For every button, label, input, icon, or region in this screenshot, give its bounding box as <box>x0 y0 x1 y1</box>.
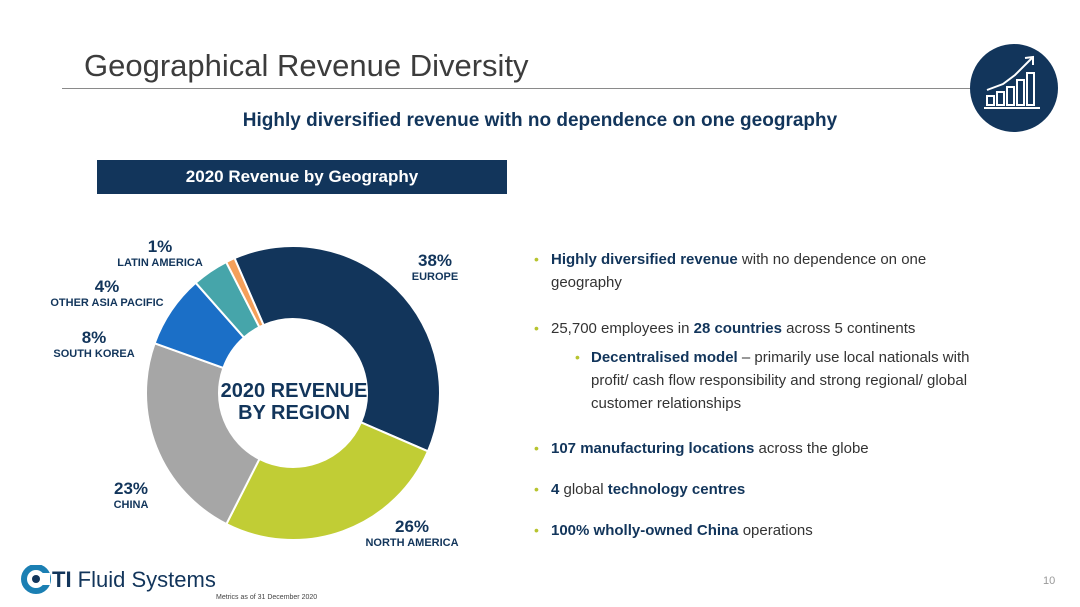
slice-latin-america <box>224 256 265 329</box>
bullet-dot-icon: • <box>575 349 580 365</box>
bullet-text: 4 global technology centres <box>551 481 746 498</box>
bullet-text: 25,700 employees in 28 countries across … <box>551 320 916 337</box>
bullet-text: Highly diversified revenue with no depen… <box>551 251 927 291</box>
slice-value-china: 23% <box>114 479 148 498</box>
company-logo-text: TI Fluid Systems <box>52 567 216 592</box>
slice-name-europe: EUROPE <box>412 271 458 283</box>
bullet-text: Decentralised model – primarily use loca… <box>591 349 970 412</box>
page-title: Geographical Revenue Diversity <box>84 48 529 83</box>
slice-name-other-asia-pacific: OTHER ASIA PACIFIC <box>50 297 163 309</box>
slice-value-europe: 38% <box>418 251 452 270</box>
slice-north-america <box>225 421 430 541</box>
bullet-dot-icon: • <box>534 481 539 497</box>
slice-name-china: CHINA <box>114 499 149 511</box>
center-label-line-2: BY REGION <box>238 402 350 424</box>
slice-europe <box>233 245 441 453</box>
bullet-dot-icon: • <box>534 320 539 336</box>
page-subtitle: Highly diversified revenue with no depen… <box>242 110 838 131</box>
ti-logo-icon <box>21 565 51 594</box>
bullet-dot-icon: • <box>534 440 539 456</box>
slice-value-other-asia-pacific: 4% <box>95 277 120 296</box>
title-divider <box>62 88 998 89</box>
slice-name-latin-america: LATIN AMERICA <box>117 257 203 269</box>
bullet-dot-icon: • <box>534 522 539 538</box>
bullet-text: 100% wholly-owned China operations <box>551 522 813 539</box>
slice-china <box>145 342 261 526</box>
growth-bar-chart-icon <box>970 44 1058 132</box>
metrics-note: Metrics as of 31 December 2020 <box>216 594 318 601</box>
slice-value-south-korea: 8% <box>82 328 107 347</box>
page-number: 10 <box>1043 575 1056 587</box>
center-label-line-1: 2020 REVENUE <box>221 380 368 402</box>
slice-name-north-america: NORTH AMERICA <box>365 537 458 549</box>
slice-value-north-america: 26% <box>395 517 429 536</box>
chart-title-banner: 2020 Revenue by Geography <box>97 160 507 194</box>
bullet-text: 107 manufacturing locations across the g… <box>551 440 869 457</box>
bullet-dot-icon: • <box>534 251 539 267</box>
slice-value-latin-america: 1% <box>148 237 173 256</box>
slice-name-south-korea: SOUTH KOREA <box>53 348 134 360</box>
